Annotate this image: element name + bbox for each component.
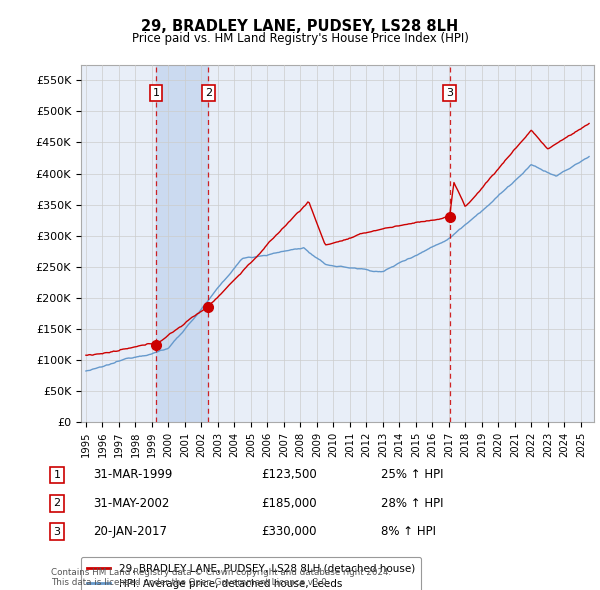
Text: 3: 3 <box>53 527 61 536</box>
Text: £123,500: £123,500 <box>261 468 317 481</box>
Text: 20-JAN-2017: 20-JAN-2017 <box>93 525 167 538</box>
Text: 3: 3 <box>446 88 453 98</box>
Text: 25% ↑ HPI: 25% ↑ HPI <box>381 468 443 481</box>
Text: 29, BRADLEY LANE, PUDSEY, LS28 8LH: 29, BRADLEY LANE, PUDSEY, LS28 8LH <box>142 19 458 34</box>
Text: 8% ↑ HPI: 8% ↑ HPI <box>381 525 436 538</box>
Text: 2: 2 <box>205 88 212 98</box>
Text: 31-MAY-2002: 31-MAY-2002 <box>93 497 169 510</box>
Text: 31-MAR-1999: 31-MAR-1999 <box>93 468 172 481</box>
Text: 28% ↑ HPI: 28% ↑ HPI <box>381 497 443 510</box>
Text: Contains HM Land Registry data © Crown copyright and database right 2024.
This d: Contains HM Land Registry data © Crown c… <box>51 568 391 587</box>
Text: Price paid vs. HM Land Registry's House Price Index (HPI): Price paid vs. HM Land Registry's House … <box>131 32 469 45</box>
Text: 2: 2 <box>53 499 61 508</box>
Text: 1: 1 <box>152 88 160 98</box>
Text: £330,000: £330,000 <box>261 525 317 538</box>
Text: £185,000: £185,000 <box>261 497 317 510</box>
Legend: 29, BRADLEY LANE, PUDSEY, LS28 8LH (detached house), HPI: Average price, detache: 29, BRADLEY LANE, PUDSEY, LS28 8LH (deta… <box>81 558 421 590</box>
Text: 1: 1 <box>53 470 61 480</box>
Bar <box>156 65 208 422</box>
